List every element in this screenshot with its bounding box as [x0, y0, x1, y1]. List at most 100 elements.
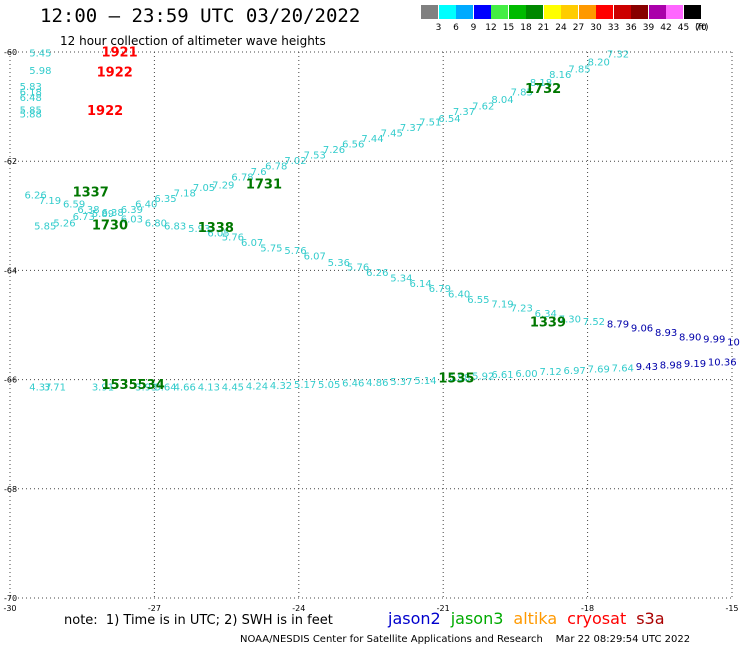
wave-height-label: 5.75	[260, 243, 282, 254]
y-tick-label: -66	[4, 376, 17, 385]
wave-height-label: 4.45	[222, 383, 244, 394]
wave-height-label: 6.55	[467, 295, 489, 306]
pass-id-label: 1921	[101, 45, 137, 60]
satellite-label: jason3	[450, 609, 504, 628]
wave-height-label: 10.36	[708, 357, 737, 368]
legend-label: 6	[453, 23, 459, 33]
wave-height-label: 9.43	[636, 362, 658, 373]
wave-height-label: 6.18	[20, 88, 42, 99]
wave-height-label: 6.03	[121, 214, 143, 225]
pass-id-label: 1922	[87, 104, 123, 119]
y-tick-label: -62	[4, 157, 17, 166]
wave-height-label: 7.45	[381, 129, 403, 140]
legend-label: 33	[607, 23, 620, 33]
wave-height-label: 7.26	[323, 145, 345, 156]
satellite-label: cryosat	[567, 609, 627, 628]
wave-height-label: 7.69	[588, 365, 610, 376]
wave-height-label: 8.04	[491, 95, 513, 106]
wave-height-label: 3.91	[92, 383, 114, 394]
wave-height-label: 5.37	[390, 377, 412, 388]
legend-swatch	[491, 5, 508, 19]
legend-label: 18	[520, 23, 532, 33]
wave-height-label: 6.40	[135, 200, 157, 211]
wave-height-label: 5.17	[294, 380, 316, 391]
wave-height-label: 5.92	[472, 372, 494, 383]
legend-swatch	[526, 5, 543, 19]
wave-height-label: 10.8	[727, 338, 740, 349]
wave-height-label: 5.85	[20, 106, 42, 117]
wave-height-label: 5.88	[20, 110, 42, 121]
wave-height-label: 5.76	[222, 232, 244, 243]
wave-height-label: 7.18	[174, 189, 196, 200]
wave-height-label: 8.90	[679, 332, 701, 343]
wave-height-label: 6.61	[491, 370, 513, 381]
wave-height-label: 6.79	[429, 284, 451, 295]
pass-id-label: 1730	[92, 218, 128, 233]
wave-height-label: 7.52	[583, 317, 605, 328]
wave-height-label: 7.02	[284, 156, 306, 167]
legend-label: 9	[470, 23, 477, 33]
wave-height-label: 3.71	[44, 383, 66, 394]
pass-id-label: 1337	[73, 186, 109, 201]
wave-height-label: 6.26	[366, 268, 388, 279]
wave-height-label: 7.64	[612, 363, 634, 374]
legend-swatch	[473, 5, 491, 19]
legend-swatch	[578, 5, 596, 19]
legend-swatch	[438, 5, 456, 19]
wave-height-label: 6.34	[535, 309, 557, 320]
wave-height-label: 4.86	[366, 378, 388, 389]
wave-height-label: 5.76	[284, 246, 306, 257]
satellite-label: s3a	[636, 609, 665, 628]
legend-label: 3	[435, 23, 442, 33]
wave-height-label: 7.29	[212, 181, 234, 192]
wave-height-label: 6.00	[515, 369, 537, 380]
y-tick-label: -60	[4, 48, 17, 57]
wave-height-label: 5.98	[448, 373, 470, 384]
wave-height-label: 6.80	[145, 219, 167, 230]
wave-height-label: 7.12	[539, 367, 561, 378]
satellite-label: jason2	[388, 609, 441, 628]
wave-height-label: 7.19	[491, 300, 513, 311]
wave-height-label: 8.79	[607, 320, 629, 331]
legend-label: 36	[625, 23, 637, 33]
wave-height-label: 5.98	[29, 66, 51, 77]
wave-height-label: 7.19	[39, 196, 61, 207]
legend-label: 15	[502, 23, 515, 33]
wave-height-label: 6.97	[564, 366, 586, 377]
legend-swatch	[683, 5, 701, 19]
wave-height-label: 6.07	[304, 251, 326, 262]
pass-id-label: 1732	[525, 82, 561, 97]
legend-swatch	[648, 5, 666, 19]
legend-swatch	[421, 5, 438, 19]
wave-height-label: 8.18	[530, 78, 552, 89]
wave-height-label: 6.40	[448, 290, 470, 301]
wave-height-label: 7.37	[453, 107, 475, 118]
wave-height-label: 7.53	[304, 150, 326, 161]
legend-label: 42	[660, 23, 672, 33]
wave-height-label: 6.14	[410, 279, 432, 290]
wave-height-label: 5.83	[20, 82, 42, 93]
legend-swatch	[456, 5, 473, 19]
y-tick-label: -68	[4, 485, 17, 494]
wave-height-label: 7.6	[251, 167, 267, 178]
wave-height-label: 8.98	[660, 361, 682, 372]
wave-height-label: 7.85	[568, 65, 590, 76]
wave-height-label: 6.26	[24, 190, 46, 201]
x-tick-label: -24	[292, 604, 305, 613]
wave-height-label: 6.39	[121, 205, 143, 216]
wave-height-label: 6.35	[154, 194, 176, 205]
x-tick-label: -27	[148, 604, 161, 613]
wave-height-label: 6.56	[342, 140, 364, 151]
wave-height-label: 9.06	[631, 324, 653, 335]
legend-swatch	[631, 5, 648, 19]
wave-height-label: 6.05	[207, 229, 229, 240]
pass-id-label: 1535534	[101, 378, 164, 393]
wave-height-label: 6.78	[265, 161, 287, 172]
wave-height-label: 6.83	[164, 221, 186, 232]
wave-height-label: 6.54	[438, 114, 460, 125]
legend-swatch	[508, 5, 526, 19]
wave-height-label: 5.76	[347, 262, 369, 273]
page-subtitle: 12 hour collection of altimeter wave hei…	[60, 34, 326, 48]
wave-height-label: 4.37	[29, 383, 51, 394]
wave-height-label: 6.38	[101, 208, 123, 219]
